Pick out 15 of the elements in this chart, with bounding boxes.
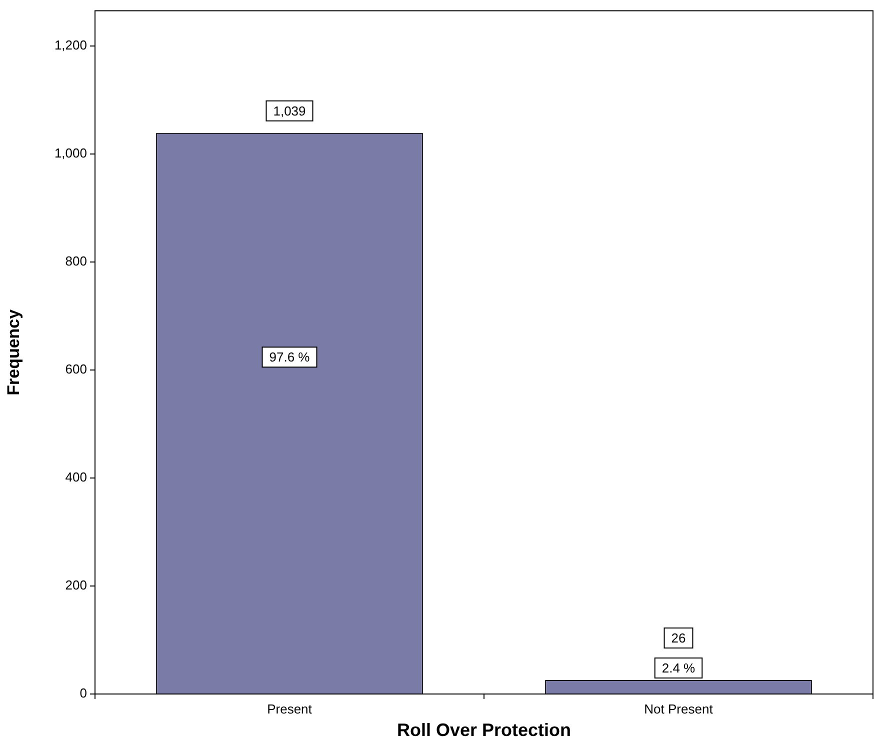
data-label: 26 — [671, 630, 686, 646]
annotation: 2.4 % — [662, 660, 696, 676]
x-axis-title: Roll Over Protection — [396, 720, 572, 740]
x-tick-label: Not Present — [644, 701, 714, 716]
data-label: 1,039 — [273, 103, 306, 118]
y-tick-label: 800 — [65, 254, 87, 269]
y-tick-label: 200 — [65, 578, 87, 593]
y-tick-label: 1,200 — [54, 37, 87, 52]
y-axis-title: Frequency — [4, 308, 23, 396]
y-tick-label: 1,000 — [54, 146, 87, 160]
x-tick-label: Present — [267, 701, 312, 716]
annotation: 97.6 % — [269, 350, 310, 365]
y-tick-label: 600 — [65, 362, 87, 377]
y-tick-label: 400 — [65, 470, 87, 485]
y-tick-label: 0 — [80, 686, 87, 701]
